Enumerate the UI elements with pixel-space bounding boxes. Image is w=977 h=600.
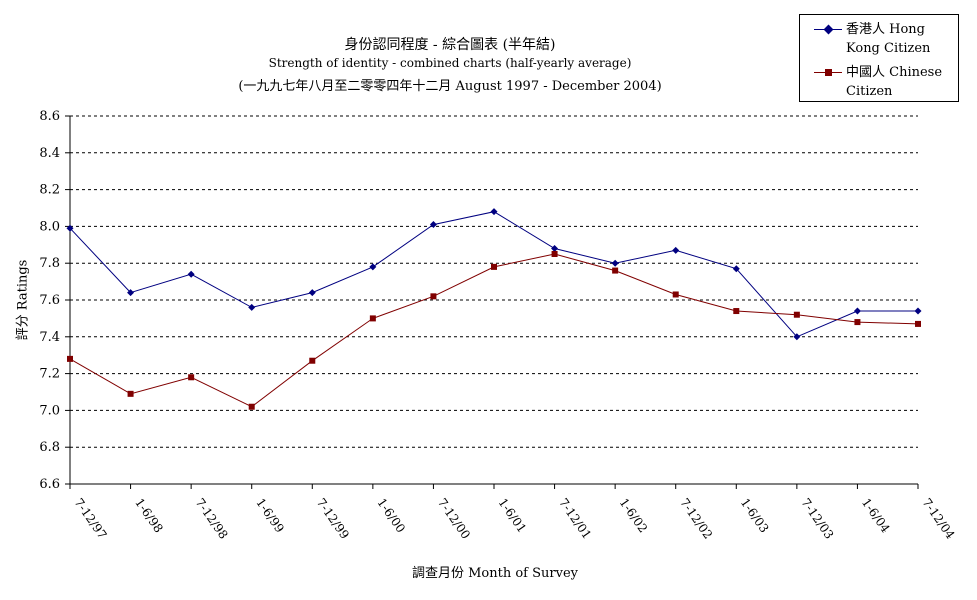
data-point-chinese-citizen	[369, 315, 376, 322]
x-tick-label: 7-12/99	[314, 496, 352, 542]
data-point-hong-kong-citizen	[672, 246, 680, 254]
y-tick-label: 8.6	[39, 109, 60, 124]
chart-title: 身份認同程度 - 綜合圖表 (半年結)	[344, 37, 556, 53]
chart-date-range: (一九九七年八月至二零零四年十二月 August 1997 - December…	[238, 79, 662, 94]
x-tick-label: 1-6/98	[132, 496, 166, 536]
x-tick-label: 1-6/00	[374, 496, 408, 536]
data-point-hong-kong-citizen	[551, 244, 559, 252]
chart-subtitle: Strength of identity - combined charts (…	[268, 56, 632, 70]
y-tick-label: 7.4	[39, 330, 60, 345]
legend: 香港人 Hong Kong Citizen 中國人 Chinese Citize…	[799, 14, 959, 102]
x-tick-label: 7-12/97	[72, 496, 110, 542]
data-point-chinese-citizen	[551, 251, 558, 257]
y-tick-label: 8.2	[39, 183, 60, 198]
data-point-hong-kong-citizen	[308, 289, 316, 297]
y-tick-label: 8.0	[39, 219, 60, 234]
y-tick-label: 6.8	[39, 440, 60, 455]
data-point-hong-kong-citizen	[914, 307, 922, 315]
x-tick-label: 7-12/98	[193, 496, 231, 542]
legend-label-hong-kong-citizen: 香港人 Hong Kong Citizen	[846, 22, 931, 56]
data-point-hong-kong-citizen	[732, 265, 740, 273]
data-point-hong-kong-citizen	[127, 289, 135, 297]
x-tick-label: 7-12/04	[920, 496, 958, 542]
x-tick-label: 1-6/99	[253, 496, 287, 536]
x-tick-label: 1-6/04	[859, 496, 893, 536]
x-tick-label: 1-6/01	[496, 496, 530, 536]
legend-diamond-marker	[823, 24, 834, 35]
data-point-chinese-citizen	[733, 308, 740, 315]
data-point-chinese-citizen	[430, 293, 437, 300]
data-point-hong-kong-citizen	[187, 270, 195, 278]
data-point-hong-kong-citizen	[853, 307, 861, 315]
x-tick-label: 1-6/02	[617, 496, 651, 536]
data-point-hong-kong-citizen	[793, 333, 801, 341]
data-point-hong-kong-citizen	[66, 224, 74, 232]
data-point-hong-kong-citizen	[611, 259, 619, 267]
x-axis-label: 調查月份 Month of Survey	[411, 566, 579, 581]
y-tick-label: 7.6	[39, 293, 60, 308]
y-tick-label: 6.6	[39, 477, 60, 492]
x-tick-label: 7-12/00	[435, 496, 473, 542]
x-tick-label: 7-12/01	[556, 496, 594, 542]
data-point-hong-kong-citizen	[429, 221, 437, 229]
data-point-hong-kong-citizen	[490, 208, 498, 216]
legend-label-chinese-citizen: 中國人 Chinese Citizen	[846, 65, 943, 99]
y-tick-label: 7.0	[39, 403, 60, 418]
y-tick-label: 7.2	[39, 367, 60, 382]
x-tick-label: 7-12/03	[798, 496, 836, 542]
data-point-chinese-citizen	[612, 267, 619, 274]
data-point-hong-kong-citizen	[248, 303, 256, 311]
data-point-chinese-citizen	[188, 374, 195, 381]
data-point-chinese-citizen	[793, 311, 800, 318]
y-tick-label: 8.4	[39, 146, 60, 161]
x-tick-label: 1-6/03	[738, 496, 772, 536]
data-point-hong-kong-citizen	[369, 263, 377, 271]
data-point-chinese-citizen	[127, 390, 134, 397]
y-tick-label: 7.8	[39, 256, 60, 271]
x-tick-label: 7-12/02	[677, 496, 715, 542]
data-point-chinese-citizen	[491, 263, 497, 270]
data-point-chinese-citizen	[309, 357, 316, 364]
y-axis-label: 評分 Ratings	[15, 259, 31, 341]
data-point-chinese-citizen	[854, 319, 861, 326]
data-point-chinese-citizen	[915, 320, 921, 327]
data-point-chinese-citizen	[248, 403, 255, 410]
data-point-chinese-citizen	[672, 291, 679, 298]
series-line-hong-kong-citizen	[69, 211, 918, 338]
legend-square-marker	[825, 69, 832, 76]
data-point-chinese-citizen	[67, 355, 73, 362]
